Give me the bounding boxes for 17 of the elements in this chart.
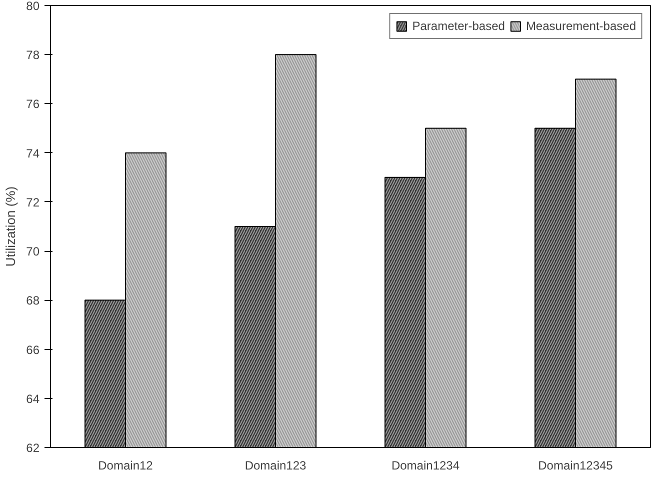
y-tick-label: 78: [26, 48, 40, 62]
y-tick-label: 62: [26, 441, 40, 455]
y-tick-label: 80: [26, 0, 40, 13]
y-tick-label: 74: [26, 146, 40, 160]
x-tick-label: Domain12345: [538, 458, 614, 472]
y-axis-title: Utilization (%): [3, 186, 18, 267]
y-tick-label: 66: [26, 342, 40, 357]
y-tick-label: 68: [26, 294, 40, 308]
x-tick-label: Domain123: [244, 458, 307, 472]
legend-label: Measurement-based: [526, 19, 636, 33]
y-tick-label: 64: [26, 392, 40, 406]
y-tick-label: 70: [26, 244, 40, 259]
y-tick-label: 76: [26, 97, 40, 112]
legend-label: Parameter-based: [412, 19, 505, 33]
x-tick-label: Domain1234: [391, 458, 460, 472]
x-tick-label: Domain12: [98, 458, 154, 472]
y-tick-label: 72: [26, 195, 40, 210]
